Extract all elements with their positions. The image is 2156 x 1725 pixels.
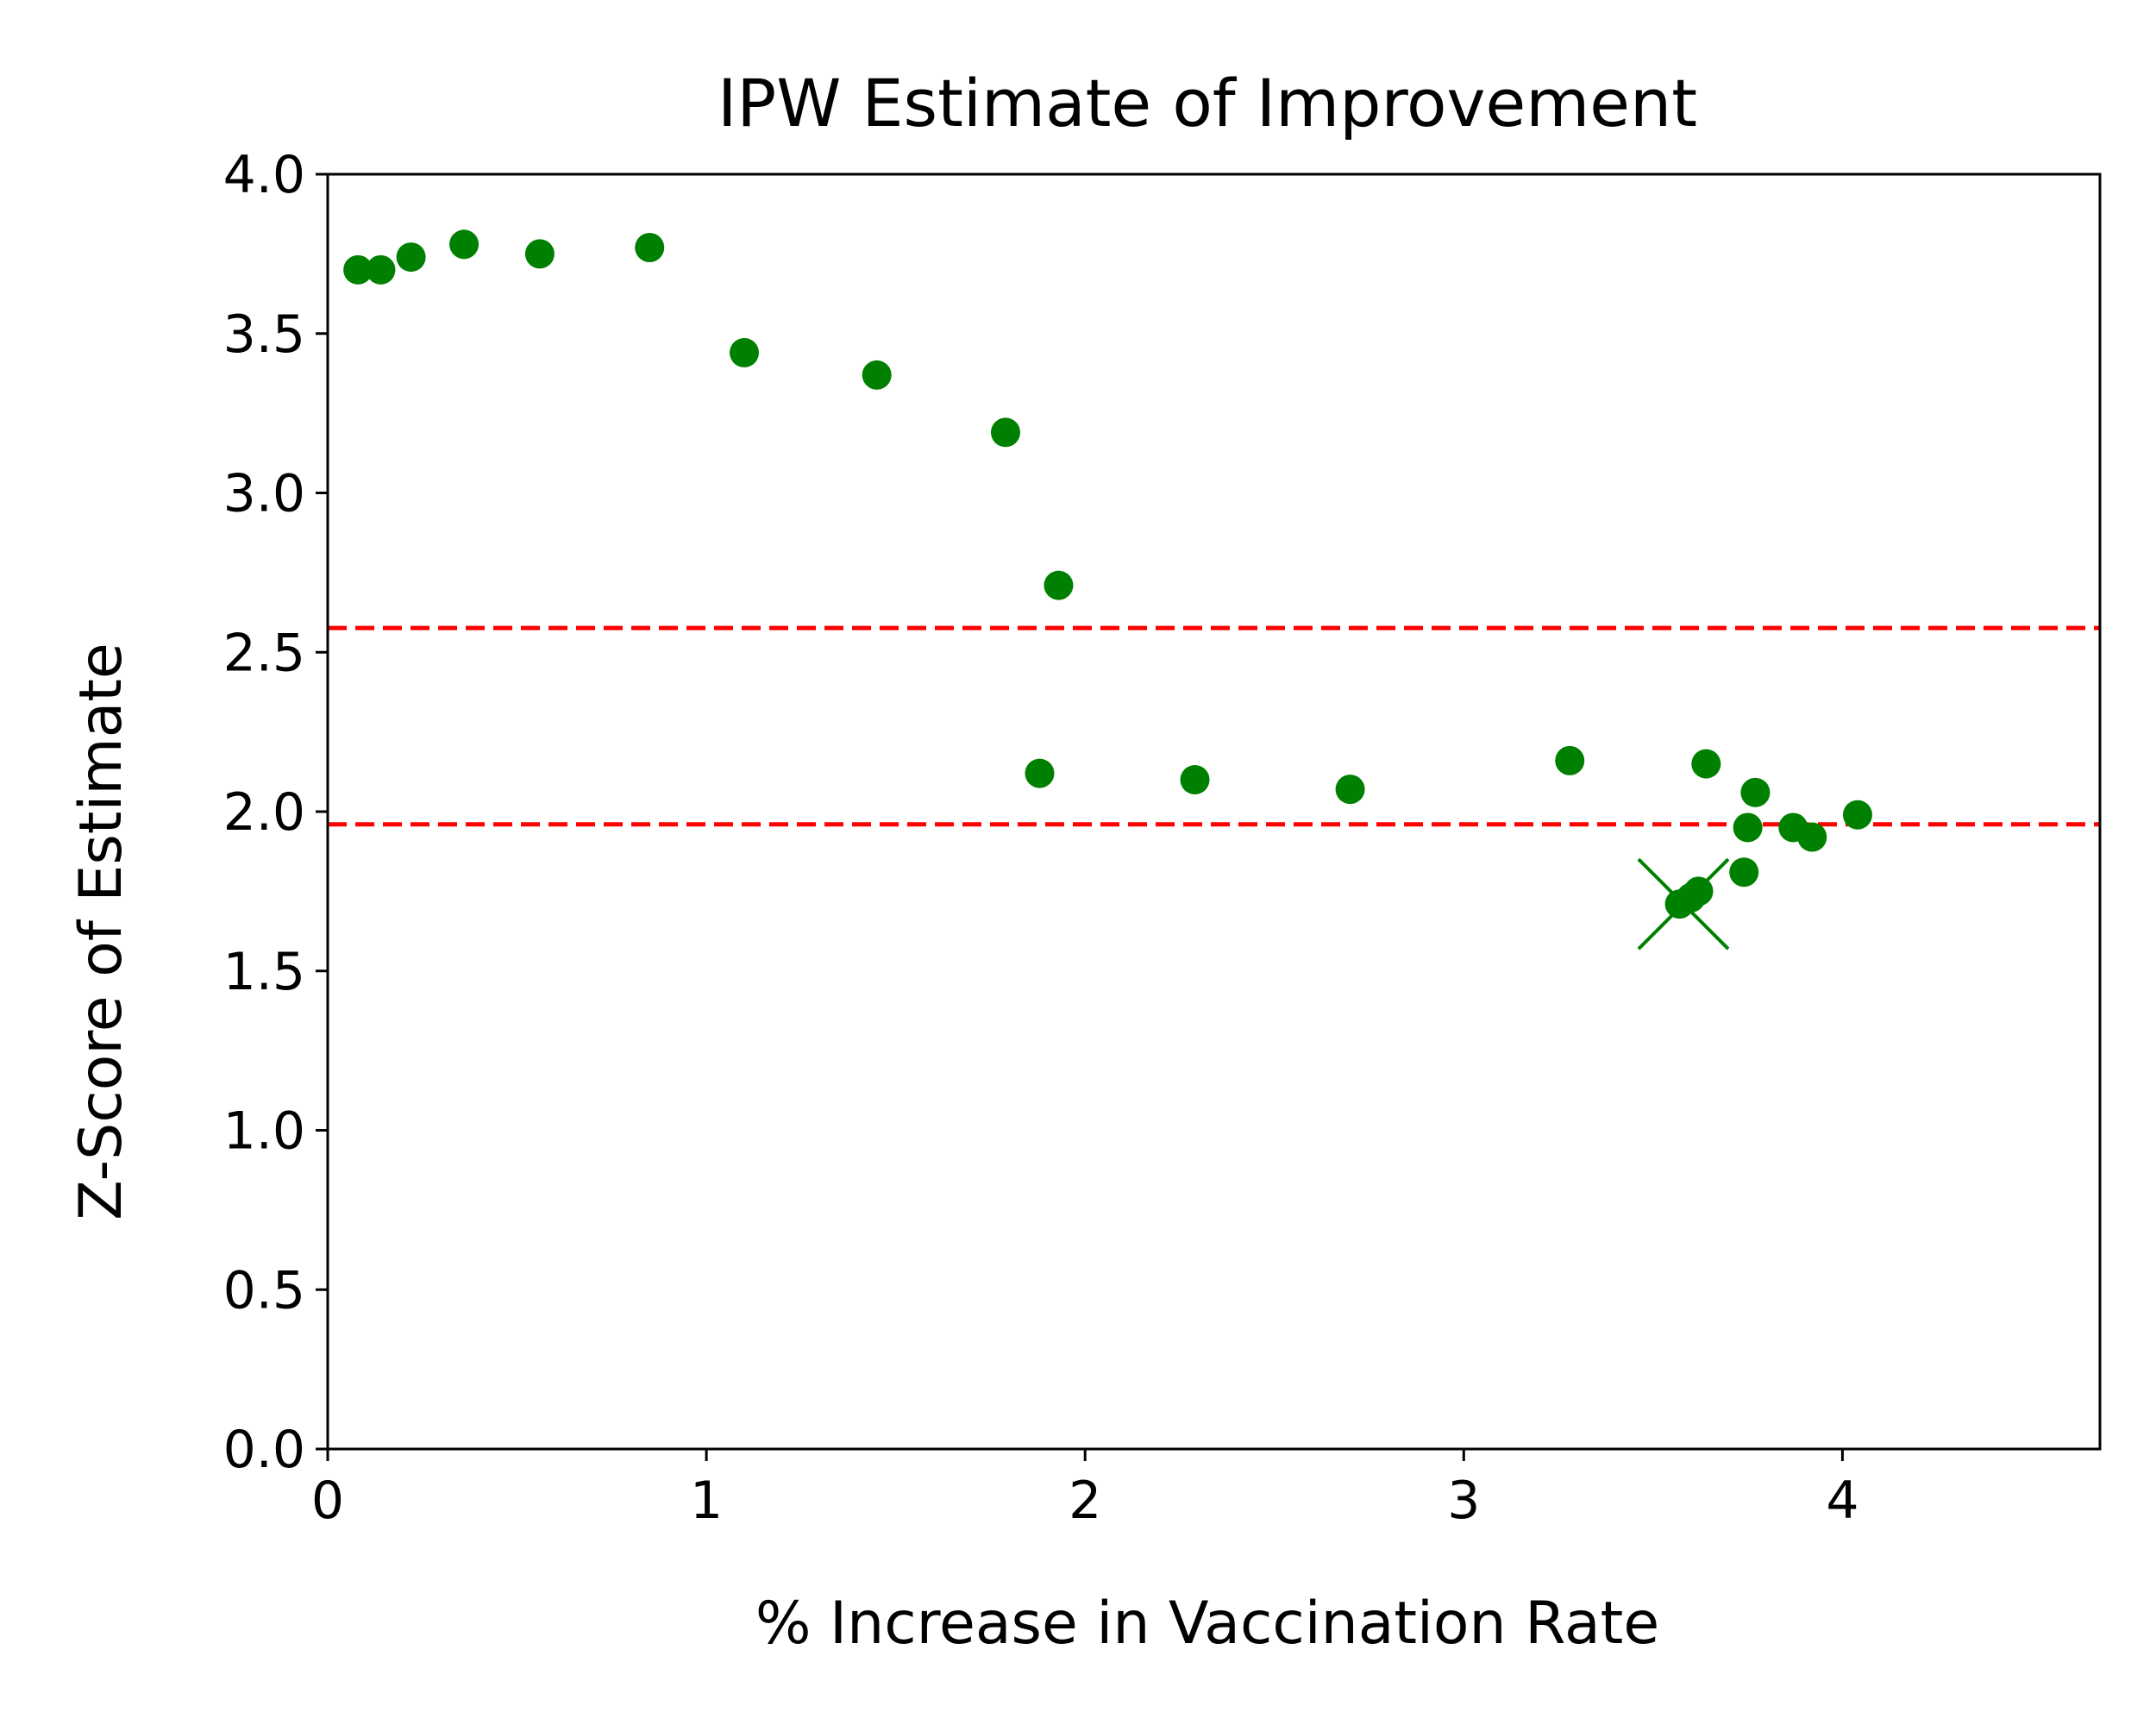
x-axis-label: % Increase in Vaccination Rate bbox=[755, 1590, 1659, 1658]
data-point bbox=[1842, 800, 1872, 830]
y-tick-label: 1.5 bbox=[223, 942, 305, 1002]
y-tick-label: 1.0 bbox=[223, 1101, 305, 1162]
data-point bbox=[1180, 765, 1210, 795]
data-point bbox=[524, 239, 555, 269]
data-point bbox=[1555, 745, 1585, 775]
plot-area-frame bbox=[326, 172, 2102, 1451]
data-points bbox=[343, 229, 1872, 950]
x-tick-label: 2 bbox=[1069, 1471, 1101, 1531]
data-point bbox=[1691, 749, 1721, 779]
y-tick-label: 4.0 bbox=[223, 145, 305, 205]
x-marker-stroke bbox=[1637, 857, 1730, 950]
y-tick-label: 3.0 bbox=[223, 464, 305, 524]
data-point bbox=[990, 417, 1020, 448]
data-point bbox=[343, 254, 373, 285]
data-point bbox=[1044, 570, 1074, 600]
data-point bbox=[1335, 775, 1365, 805]
data-point bbox=[366, 254, 396, 285]
data-point bbox=[862, 360, 892, 390]
data-point bbox=[1025, 758, 1055, 788]
y-axis-label: Z-Score of Estimate bbox=[67, 643, 135, 1220]
y-tick-label: 3.5 bbox=[223, 304, 305, 365]
x-axis-ticks: 0 1 2 3 4 bbox=[311, 1449, 1859, 1531]
data-point bbox=[1797, 822, 1827, 852]
y-tick-label: 2.0 bbox=[223, 782, 305, 843]
data-point bbox=[1729, 857, 1759, 888]
y-axis-ticks: 0.0 0.5 1.0 1.5 2.0 2.5 3.0 3.5 4.0 bbox=[223, 145, 328, 1480]
reference-lines bbox=[328, 625, 2100, 827]
data-point bbox=[449, 229, 479, 260]
selected-x-marker bbox=[1637, 857, 1730, 950]
data-point bbox=[730, 337, 760, 367]
x-tick-label: 4 bbox=[1826, 1471, 1858, 1531]
data-point bbox=[1740, 777, 1771, 807]
x-tick-label: 3 bbox=[1447, 1471, 1480, 1531]
data-point bbox=[396, 242, 426, 273]
y-tick-label: 0.0 bbox=[223, 1420, 305, 1480]
y-tick-label: 2.5 bbox=[223, 623, 305, 683]
data-point bbox=[1733, 812, 1763, 843]
x-tick-label: 1 bbox=[690, 1471, 723, 1531]
data-point bbox=[635, 232, 665, 262]
chart-title: IPW Estimate of Improvement bbox=[718, 65, 1697, 141]
x-tick-label: 0 bbox=[311, 1471, 344, 1531]
y-tick-label: 0.5 bbox=[223, 1260, 305, 1320]
